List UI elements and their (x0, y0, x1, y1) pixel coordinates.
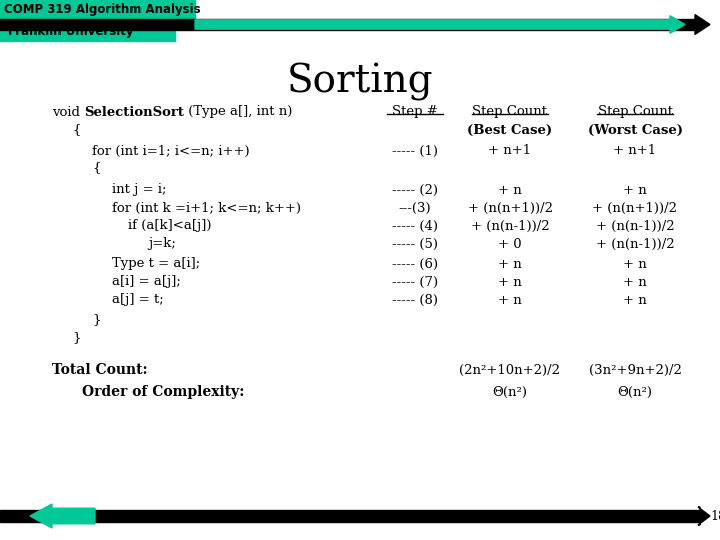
Text: for (int i=1; i<=n; i++): for (int i=1; i<=n; i++) (92, 145, 250, 158)
Text: SelectionSort: SelectionSort (84, 105, 184, 118)
FancyArrow shape (698, 507, 710, 525)
Text: a[j] = t;: a[j] = t; (112, 294, 163, 307)
Text: Step Count: Step Count (598, 105, 672, 118)
Text: + n: + n (498, 294, 522, 307)
Text: ----- (8): ----- (8) (392, 294, 438, 307)
Text: Θ(n²): Θ(n²) (492, 386, 528, 399)
Text: + (n(n-1))/2: + (n(n-1))/2 (471, 219, 549, 233)
Text: (Type a[], int n): (Type a[], int n) (184, 105, 292, 118)
Text: 18: 18 (710, 510, 720, 523)
Text: {: { (92, 161, 101, 174)
Text: (2n²+10n+2)/2: (2n²+10n+2)/2 (459, 363, 560, 376)
Text: + n: + n (623, 258, 647, 271)
Text: int j = i;: int j = i; (112, 184, 166, 197)
Text: + n: + n (623, 275, 647, 288)
Text: ----- (2): ----- (2) (392, 184, 438, 197)
Text: }: } (92, 314, 101, 327)
Text: + n: + n (498, 275, 522, 288)
Text: void: void (52, 105, 84, 118)
Text: ----- (6): ----- (6) (392, 258, 438, 271)
Text: (3n²+9n+2)/2: (3n²+9n+2)/2 (588, 363, 681, 376)
FancyArrow shape (695, 15, 710, 35)
Text: Type t = a[i];: Type t = a[i]; (112, 258, 200, 271)
Text: {: { (72, 124, 81, 137)
Text: + n: + n (623, 184, 647, 197)
FancyArrow shape (195, 16, 685, 33)
FancyArrow shape (30, 504, 95, 528)
Text: + (n(n+1))/2: + (n(n+1))/2 (593, 201, 678, 214)
Text: a[i] = a[j];: a[i] = a[j]; (112, 275, 181, 288)
Text: Total Count:: Total Count: (52, 363, 148, 377)
Text: for (int k =i+1; k<=n; k++): for (int k =i+1; k<=n; k++) (112, 201, 301, 214)
Bar (0, 19, 175, 41)
Text: + (n(n-1))/2: + (n(n-1))/2 (595, 238, 675, 251)
Text: ---(3): ---(3) (399, 201, 431, 214)
Text: Franklin University: Franklin University (8, 24, 133, 37)
Bar (0, 510, 700, 522)
Text: ----- (1): ----- (1) (392, 145, 438, 158)
Text: ----- (5): ----- (5) (392, 238, 438, 251)
Bar (0, 0, 195, 19)
Text: Θ(n²): Θ(n²) (618, 386, 652, 399)
Text: Step #: Step # (392, 105, 438, 118)
Text: ----- (4): ----- (4) (392, 219, 438, 233)
Text: Step Count: Step Count (472, 105, 547, 118)
Text: Sorting: Sorting (287, 63, 433, 101)
Text: ----- (7): ----- (7) (392, 275, 438, 288)
Text: Order of Complexity:: Order of Complexity: (82, 385, 244, 399)
Text: + (n(n+1))/2: + (n(n+1))/2 (467, 201, 552, 214)
Text: if (a[k]<a[j]): if (a[k]<a[j]) (128, 219, 212, 233)
Text: + n: + n (498, 258, 522, 271)
Text: + n: + n (498, 184, 522, 197)
Text: COMP 319 Algorithm Analysis: COMP 319 Algorithm Analysis (4, 3, 201, 17)
Text: }: } (72, 332, 81, 345)
Text: (Worst Case): (Worst Case) (588, 124, 683, 137)
Text: + n+1: + n+1 (488, 145, 531, 158)
Bar (0, 19, 695, 30)
Text: + 0: + 0 (498, 238, 522, 251)
Text: j=k;: j=k; (148, 238, 176, 251)
Text: + (n(n-1))/2: + (n(n-1))/2 (595, 219, 675, 233)
Text: (Best Case): (Best Case) (467, 124, 552, 137)
Text: + n+1: + n+1 (613, 145, 657, 158)
Text: + n: + n (623, 294, 647, 307)
